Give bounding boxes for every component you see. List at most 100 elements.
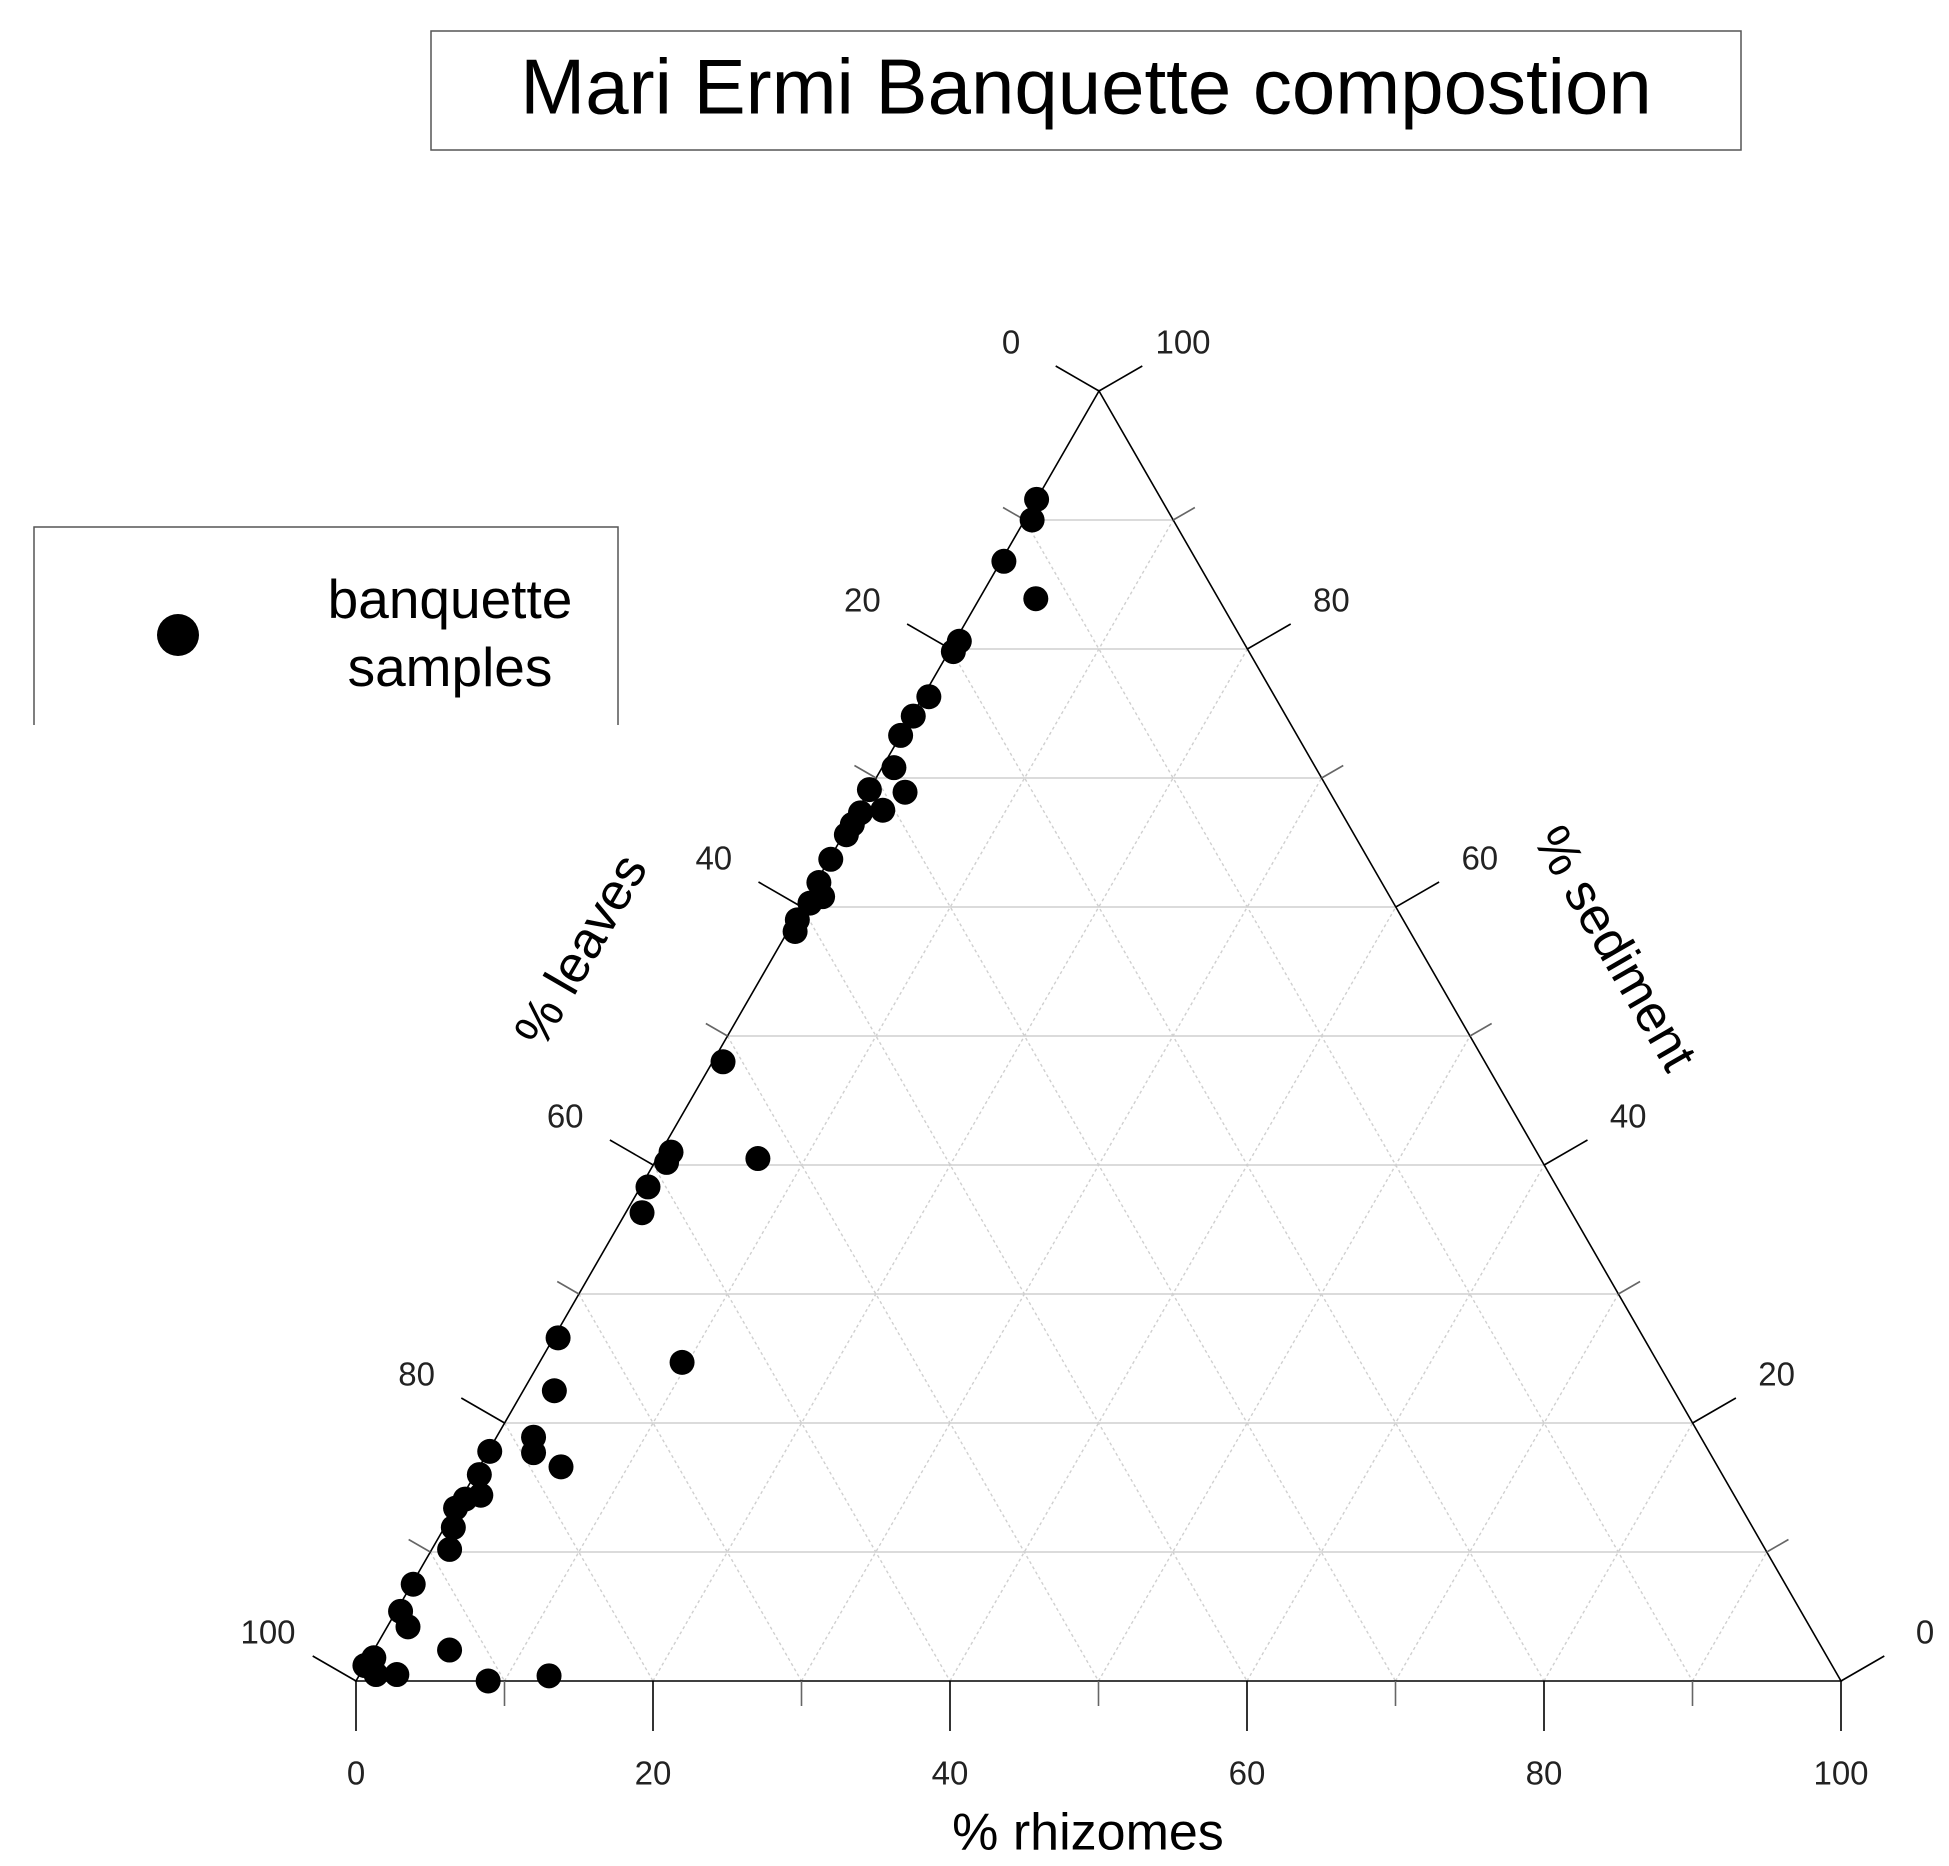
data-point: [745, 1146, 771, 1172]
tick-label: 20: [1758, 1356, 1795, 1393]
left-axis-title: % leaves: [503, 845, 659, 1057]
data-point: [669, 1349, 695, 1375]
data-point: [400, 1571, 426, 1597]
data-point: [1023, 586, 1049, 612]
grid-line: [578, 1293, 803, 1682]
tick-label: 100: [1155, 324, 1210, 361]
data-point: [1024, 486, 1050, 512]
data-point: [916, 684, 942, 710]
title-box: [430, 30, 1742, 151]
tick-label: 0: [347, 1755, 365, 1792]
data-point: [384, 1662, 410, 1688]
data-point: [782, 919, 808, 945]
minor-tick-mark: [854, 764, 877, 779]
tick-mark: [1098, 365, 1143, 392]
minor-tick-mark: [1321, 764, 1344, 779]
data-point: [440, 1514, 466, 1540]
tick-label: 40: [695, 840, 732, 877]
data-point: [1019, 507, 1045, 533]
minor-tick-mark: [1766, 1538, 1789, 1553]
minor-tick-mark: [408, 1538, 431, 1553]
data-point: [475, 1668, 501, 1694]
tick-label: 40: [932, 1755, 969, 1792]
tick-label: 80: [398, 1356, 435, 1393]
grid-line: [726, 1035, 1100, 1682]
data-point: [856, 777, 882, 803]
tick-mark: [1055, 365, 1100, 392]
data-point: [870, 797, 896, 823]
grid-line: [800, 777, 1323, 1682]
tick-label: 80: [1313, 582, 1350, 619]
legend-box: [33, 526, 619, 725]
data-point: [468, 1482, 494, 1508]
tick-label: 60: [1461, 840, 1498, 877]
data-point: [541, 1378, 567, 1404]
tick-label: 60: [547, 1098, 584, 1135]
data-point: [629, 1200, 655, 1226]
tick-label: 20: [635, 1755, 672, 1792]
data-point: [443, 1495, 469, 1521]
chart-title: Mari Ermi Banquette compostion: [520, 43, 1652, 131]
right-axis-title: % sediment: [1522, 816, 1708, 1081]
data-point: [437, 1637, 463, 1663]
data-point: [881, 755, 907, 781]
data-point: [991, 548, 1017, 574]
grid-line: [503, 519, 1174, 1682]
data-point: [548, 1454, 574, 1480]
data-point: [818, 846, 844, 872]
tick-mark: [609, 1139, 654, 1166]
tick-mark: [1247, 623, 1292, 650]
tick-mark: [1543, 1139, 1588, 1166]
grid-line: [1097, 1035, 1471, 1682]
data-point: [888, 722, 914, 748]
grid-line: [1024, 519, 1694, 1682]
x-axis-title: % rhizomes: [952, 1804, 1224, 1862]
tick-label: 100: [1813, 1755, 1868, 1792]
points: [352, 486, 1050, 1694]
grid: [429, 519, 1768, 1682]
data-point: [395, 1614, 421, 1640]
tick-mark: [312, 1655, 357, 1682]
tick-mark: [460, 1397, 506, 1424]
minor-tick-mark: [1172, 506, 1196, 521]
tick-label: 20: [844, 582, 881, 619]
axes: 0 20 40 60 80 100 0 20 40 60 80 100 0 20 40 60 80 100 % rh…: [240, 324, 1934, 1862]
data-point: [940, 639, 966, 665]
grid-line: [875, 777, 1397, 1682]
data-point: [477, 1438, 503, 1464]
data-point: [363, 1662, 389, 1688]
tick-mark: [1692, 1397, 1737, 1424]
data-point: [892, 779, 918, 805]
minor-tick-mark: [1618, 1280, 1641, 1295]
tick-label: 100: [240, 1614, 295, 1651]
data-point: [545, 1325, 571, 1351]
data-point: [654, 1149, 680, 1175]
data-point: [466, 1462, 492, 1488]
grid-line: [503, 1422, 654, 1682]
data-point: [536, 1663, 562, 1689]
tick-label: 40: [1610, 1098, 1647, 1135]
minor-tick-mark: [705, 1022, 728, 1037]
grid-line: [1691, 1551, 1768, 1682]
grid-line: [1543, 1422, 1694, 1682]
data-point: [833, 822, 859, 848]
data-point: [900, 703, 926, 729]
tick-label: 0: [1002, 324, 1020, 361]
legend-marker: [157, 614, 199, 656]
data-point: [710, 1049, 736, 1075]
data-point: [521, 1440, 547, 1466]
tick-mark: [1395, 881, 1440, 908]
tick-label: 80: [1526, 1755, 1563, 1792]
grid-line: [429, 1551, 506, 1682]
minor-tick-mark: [1469, 1022, 1493, 1037]
data-point: [437, 1536, 463, 1562]
tick-label: 60: [1229, 1755, 1266, 1792]
data-point: [635, 1174, 661, 1200]
minor-tick-mark: [556, 1280, 580, 1295]
grid-line: [1394, 1293, 1620, 1682]
tick-label: 0: [1916, 1614, 1934, 1651]
tick-mark: [758, 881, 803, 908]
legend-label: banquette samples: [327, 568, 573, 698]
